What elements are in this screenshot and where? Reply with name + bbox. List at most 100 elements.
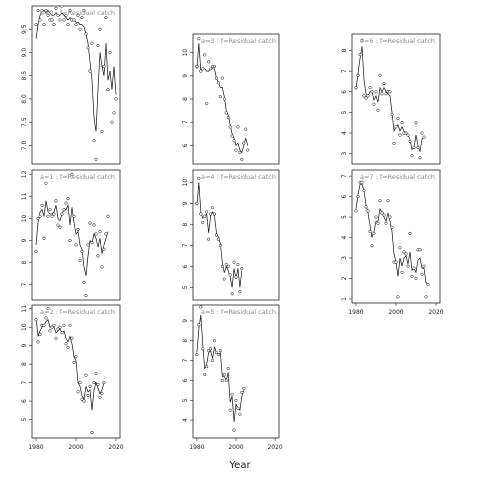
data-point bbox=[76, 227, 80, 232]
data-point bbox=[110, 120, 114, 124]
data-point bbox=[205, 102, 209, 106]
data-point bbox=[390, 112, 394, 117]
data-point bbox=[372, 231, 376, 235]
data-point bbox=[238, 290, 242, 294]
data-point bbox=[356, 195, 360, 199]
data-point bbox=[40, 9, 44, 13]
data-point bbox=[100, 129, 104, 134]
data-point bbox=[240, 390, 244, 394]
data-point bbox=[34, 318, 38, 322]
data-point bbox=[94, 232, 98, 236]
y-tick-label: 4 bbox=[341, 131, 348, 135]
data-point bbox=[360, 180, 364, 184]
y-tick-label: 10 bbox=[182, 179, 189, 187]
data-point bbox=[80, 16, 84, 20]
data-point bbox=[74, 23, 78, 27]
data-point bbox=[416, 145, 420, 150]
data-point bbox=[82, 9, 86, 13]
data-point bbox=[380, 211, 384, 215]
y-tick-label: 5 bbox=[341, 110, 348, 114]
data-point bbox=[358, 53, 362, 57]
data-point bbox=[56, 223, 60, 227]
y-tick-label: 6 bbox=[341, 195, 348, 199]
x-tick-label: 2000 bbox=[68, 444, 83, 451]
data-point bbox=[216, 81, 220, 85]
data-point bbox=[408, 231, 412, 235]
data-point bbox=[410, 274, 414, 278]
panel-label: a=2 : f=Residual catch bbox=[40, 308, 115, 316]
data-point bbox=[76, 390, 80, 394]
data-point bbox=[240, 157, 244, 161]
fitted-line bbox=[196, 182, 243, 288]
data-point bbox=[70, 172, 74, 176]
data-point bbox=[205, 364, 209, 369]
data-point bbox=[354, 209, 358, 213]
data-point bbox=[72, 214, 76, 218]
data-point bbox=[54, 199, 58, 203]
data-point bbox=[112, 111, 116, 115]
data-point bbox=[412, 266, 416, 270]
data-point bbox=[356, 73, 360, 77]
data-point bbox=[104, 232, 108, 236]
y-tick-label: 1 bbox=[341, 297, 348, 301]
panel-frame bbox=[192, 304, 280, 439]
y-tick-label: 9 bbox=[182, 74, 189, 78]
data-point bbox=[78, 27, 82, 31]
data-point bbox=[52, 23, 56, 27]
data-point bbox=[66, 23, 70, 27]
data-point bbox=[106, 88, 110, 92]
y-tick-label: 8 bbox=[182, 339, 189, 343]
y-tick-label: 8 bbox=[182, 97, 189, 101]
y-tick-label: 9 bbox=[182, 201, 189, 205]
data-point bbox=[400, 270, 404, 274]
data-point bbox=[230, 134, 234, 138]
data-point bbox=[56, 327, 60, 331]
data-point bbox=[426, 283, 430, 287]
data-point bbox=[60, 6, 64, 8]
panel-0: 7.0 7.5 8.0 8.5 9.0 9.5 a=0 : f=Residual catch bbox=[21, 5, 121, 165]
data-point bbox=[58, 18, 62, 22]
data-point bbox=[92, 381, 96, 385]
data-point bbox=[42, 323, 46, 327]
plot-area bbox=[34, 6, 118, 161]
data-point bbox=[246, 148, 250, 152]
x-tick-label: 2000 bbox=[388, 309, 403, 316]
panel-frame bbox=[31, 5, 121, 165]
data-point bbox=[212, 339, 217, 343]
data-point bbox=[54, 336, 58, 340]
data-point bbox=[86, 393, 90, 398]
data-point bbox=[422, 135, 426, 139]
data-point bbox=[384, 92, 388, 96]
data-point bbox=[364, 205, 368, 209]
data-point bbox=[36, 340, 40, 344]
y-tick-label: 10 bbox=[182, 49, 189, 57]
data-point bbox=[420, 272, 424, 276]
y-tick-label: 8 bbox=[182, 222, 189, 226]
data-point bbox=[216, 353, 220, 357]
data-point bbox=[408, 139, 412, 143]
plot-area bbox=[195, 305, 246, 432]
data-point bbox=[418, 248, 422, 252]
data-point bbox=[102, 381, 106, 385]
x-axis-label: Year bbox=[229, 460, 251, 471]
data-point bbox=[44, 316, 48, 320]
data-point bbox=[197, 37, 201, 41]
y-tick-label: 7.0 bbox=[21, 140, 28, 150]
data-point bbox=[242, 141, 246, 145]
data-point bbox=[102, 64, 106, 68]
data-point bbox=[370, 244, 374, 248]
data-point bbox=[46, 13, 50, 17]
data-point bbox=[108, 50, 112, 55]
y-tick-label: 5 bbox=[21, 417, 28, 421]
data-point bbox=[402, 250, 406, 254]
data-point bbox=[98, 395, 102, 399]
data-point bbox=[36, 9, 40, 13]
data-point bbox=[46, 307, 50, 311]
panel-label: a=0 : f=Residual catch bbox=[40, 9, 115, 17]
data-point bbox=[388, 215, 392, 219]
data-point bbox=[392, 141, 396, 145]
data-point bbox=[386, 199, 390, 203]
y-tick-label: 5 bbox=[182, 285, 189, 289]
data-point bbox=[62, 323, 66, 327]
data-point bbox=[368, 86, 372, 90]
